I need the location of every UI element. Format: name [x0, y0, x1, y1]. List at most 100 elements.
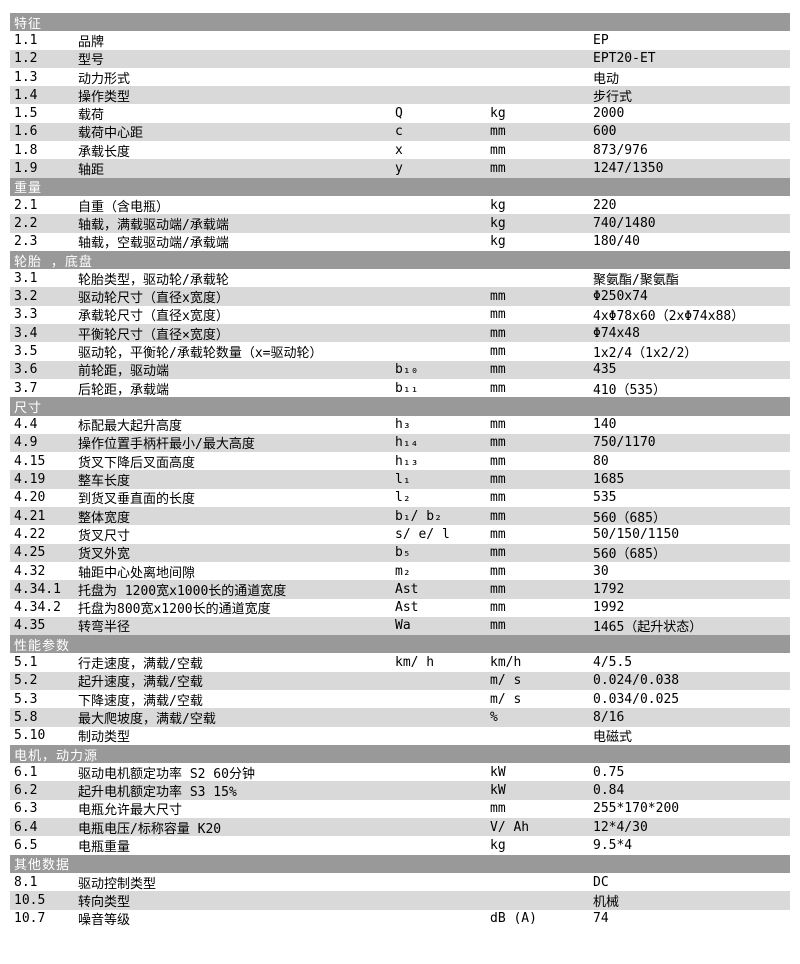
- row-label: 平衡轮尺寸（直径×宽度）: [78, 327, 229, 343]
- row-number: 4.15: [14, 453, 46, 469]
- row-value: 0.75: [593, 764, 625, 780]
- row-value: 30: [593, 563, 609, 579]
- row-number: 3.4: [14, 325, 38, 341]
- row-number: 5.10: [14, 728, 46, 744]
- row-symbol: x: [395, 142, 403, 158]
- row-value: 0.024/0.038: [593, 673, 680, 689]
- row-label: 起升电机额定功率 S3 15%: [78, 785, 237, 801]
- row-value: 560（685）: [593, 510, 666, 526]
- row-unit: dB (A): [490, 911, 537, 927]
- row-symbol: y: [395, 161, 403, 177]
- row-label: 载荷: [78, 108, 105, 124]
- row-symbol: s/ e/ l: [395, 526, 450, 542]
- row-number: 1.4: [14, 87, 38, 103]
- row-label: 制动类型: [78, 730, 131, 746]
- row-number: 4.9: [14, 435, 38, 451]
- table-row: 5.8 最大爬坡度，满载/空载% 8/16: [10, 708, 790, 727]
- row-symbol: Wa: [395, 618, 411, 634]
- row-number: 1.3: [14, 69, 38, 85]
- row-number: 3.5: [14, 343, 38, 359]
- table-row: 4.4 标配最大起升高度 h₃ mm 140: [10, 415, 790, 435]
- row-label: 前轮距，驱动端: [78, 364, 170, 380]
- row-label: 轮胎类型，驱动轮/承载轮: [78, 272, 229, 288]
- row-label: 托盘为 1200宽x1000长的通道宽度: [78, 583, 287, 599]
- row-label: 最大爬坡度，满载/空载: [78, 711, 216, 727]
- row-label: 驱动轮，平衡轮/承载轮数量（x=驱动轮）: [78, 346, 323, 361]
- table-row: 3.3 承载轮尺寸（直径x宽度） mm 4xΦ78x60（2xΦ74x88）: [10, 305, 790, 325]
- row-value: 1x2/4（1x2/2）: [593, 346, 698, 361]
- table-row: 1.4 操作类型 步行式: [10, 86, 790, 105]
- row-symbol: b₁₀: [395, 362, 419, 378]
- row-label: 后轮距，承载端: [78, 382, 170, 398]
- row-value: 1792: [593, 581, 625, 597]
- table-row: 10.7 噪音等级 dB (A) 74: [10, 909, 790, 928]
- row-number: 1.2: [14, 51, 38, 67]
- table-row: 1.9 轴距 y mm 1247/1350: [10, 159, 790, 178]
- table-row: 4.20 到货叉垂直面的长度 l₂ mm 535: [10, 488, 790, 508]
- row-number: 6.4: [14, 819, 38, 835]
- row-number: 10.7: [14, 911, 46, 927]
- row-value: 0.034/0.025: [593, 691, 680, 707]
- section-header: 其他数据: [10, 854, 790, 873]
- row-symbol: Ast: [395, 581, 419, 597]
- row-unit: mm: [490, 600, 506, 616]
- row-unit: mm: [490, 343, 506, 359]
- row-unit: mm: [490, 307, 506, 323]
- row-number: 3.6: [14, 362, 38, 378]
- row-value: 255*170*200: [593, 801, 680, 817]
- table-row: 6.3 电瓶允许最大尺寸 mm 255*170*200: [10, 799, 790, 818]
- row-number: 6.1: [14, 764, 38, 780]
- row-unit: mm: [490, 453, 506, 469]
- row-label: 标配最大起升高度: [78, 419, 183, 435]
- row-value: 1465（起升状态）: [593, 620, 703, 636]
- row-unit: mm: [490, 289, 506, 305]
- row-unit: kg: [490, 234, 506, 250]
- row-number: 1.5: [14, 106, 38, 122]
- row-number: 4.4: [14, 417, 38, 433]
- row-number: 1.6: [14, 124, 38, 140]
- table-row: 3.6 前轮距，驱动端 b₁₀ mm 435: [10, 360, 790, 380]
- row-unit: kg: [490, 838, 506, 853]
- row-value: 聚氨酯/聚氨酯: [593, 272, 679, 288]
- row-unit: kW: [490, 783, 506, 799]
- section-header: 电机，动力源: [10, 744, 790, 764]
- section-header: 重量: [10, 177, 790, 196]
- row-value: Φ74x48: [593, 325, 640, 341]
- table-row: 3.2 驱动轮尺寸（直径x宽度） mm Φ250x74: [10, 287, 790, 306]
- row-label: 驱动电机额定功率 S2 60分钟: [78, 766, 255, 782]
- row-value: 1247/1350: [593, 161, 664, 177]
- row-unit: mm: [490, 563, 506, 579]
- row-value: 9.5*4: [593, 838, 633, 853]
- row-number: 4.34.2: [14, 600, 61, 616]
- row-value: 600: [593, 124, 617, 140]
- row-unit: mm: [490, 142, 506, 158]
- table-row: 6.2 起升电机额定功率 S3 15% kW 0.84: [10, 781, 790, 801]
- row-unit: mm: [490, 526, 506, 542]
- row-unit: mm: [490, 618, 506, 634]
- row-number: 3.1: [14, 270, 38, 286]
- row-value: 12*4/30: [593, 819, 648, 835]
- row-unit: kW: [490, 764, 506, 780]
- row-symbol: b₁/ b₂: [395, 508, 442, 524]
- row-value: 180/40: [593, 234, 640, 250]
- row-label: 操作位置手柄杆最小/最大高度: [78, 437, 255, 453]
- row-unit: mm: [490, 581, 506, 597]
- row-label: 电瓶重量: [78, 840, 131, 856]
- row-number: 6.2: [14, 783, 38, 799]
- row-unit: mm: [490, 417, 506, 433]
- table-row: 10.5 转向类型 机械: [10, 891, 790, 910]
- row-number: 4.21: [14, 508, 46, 524]
- row-label: 起升速度，满载/空载: [78, 675, 203, 691]
- row-number: 2.3: [14, 234, 38, 250]
- row-value: 4xΦ78x60（2xΦ74x88）: [593, 309, 745, 325]
- row-value: 410（535）: [593, 382, 666, 398]
- row-value: EPT20-ET: [593, 51, 656, 67]
- row-label: 到货叉垂直面的长度: [78, 492, 196, 508]
- table-row: 5.1 行走速度，满载/空载 km/ h km/h 4/5.5: [10, 653, 790, 672]
- row-unit: kg: [490, 215, 506, 231]
- table-row: 1.6 载荷中心距 c mm 600: [10, 122, 790, 141]
- row-label: 承载长度: [78, 144, 131, 160]
- row-number: 4.20: [14, 490, 46, 506]
- table-row: 4.19 整车长度 l₁ mm 1685: [10, 470, 790, 489]
